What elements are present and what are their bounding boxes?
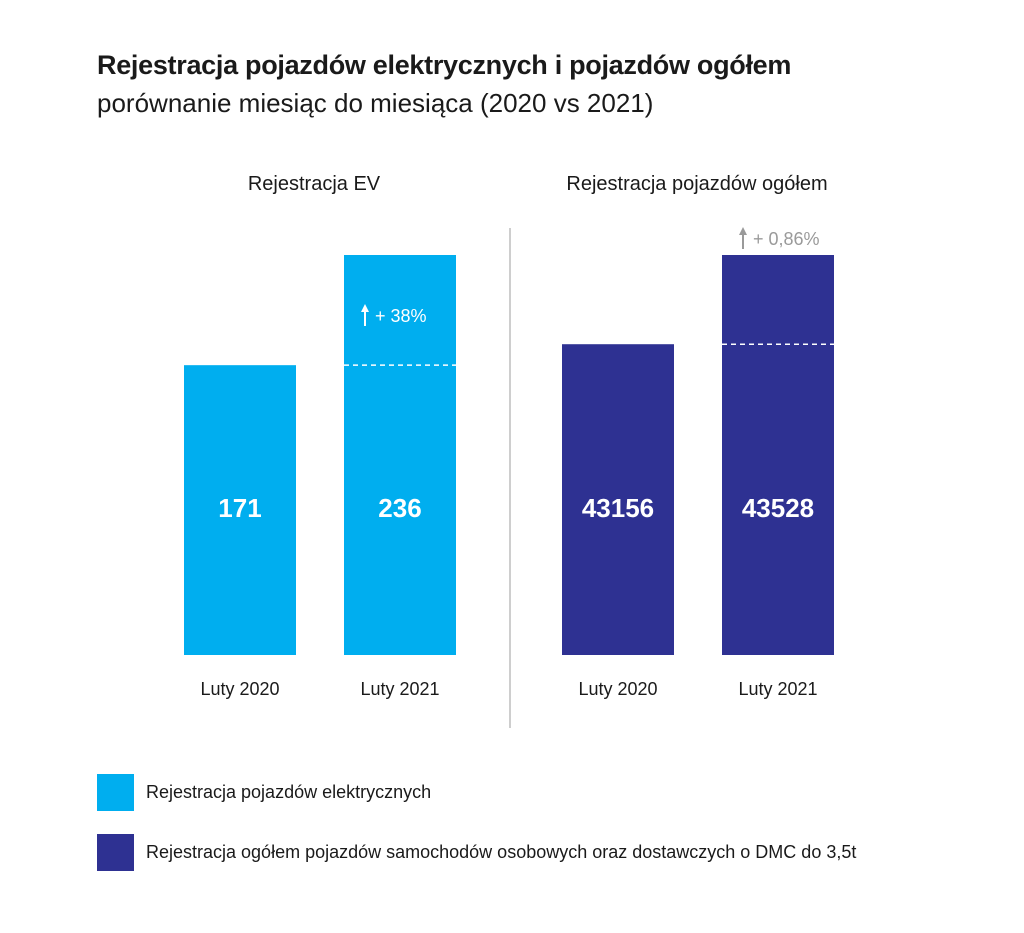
total-panel: Rejestracja pojazdów ogółem 43156 Luty 202… — [562, 173, 834, 699]
ev-panel: Rejestracja EV 171 Luty 2020 236 Luty 2021 + … — [184, 173, 456, 699]
chart-title: Rejestracja pojazdów elektrycznych i poj… — [97, 50, 792, 80]
up-arrow-icon — [739, 227, 747, 249]
bar-value-label-right-2: 43528 — [742, 493, 814, 523]
legend-item-ev: Rejestracja pojazdów elektrycznych — [97, 774, 431, 811]
bar-value-label-left-1: 171 — [218, 493, 261, 523]
legend-item-total: Rejestracja ogółem pojazdów samochodów o… — [97, 834, 856, 871]
legend-label-ev: Rejestracja pojazdów elektrycznych — [146, 782, 432, 802]
category-label-right-1: Luty 2020 — [578, 679, 657, 699]
up-arrow-icon — [361, 304, 369, 326]
bar-right-2 — [722, 255, 834, 655]
bar-right-1 — [562, 344, 674, 655]
bar-value-label-left-2: 236 — [378, 493, 421, 523]
category-label-left-2: Luty 2021 — [360, 679, 439, 699]
bar-left-2 — [344, 255, 456, 655]
legend-swatch-total — [97, 834, 134, 871]
category-label-right-2: Luty 2021 — [738, 679, 817, 699]
legend-swatch-ev — [97, 774, 134, 811]
legend-label-total: Rejestracja ogółem pojazdów samochodów o… — [146, 842, 857, 862]
change-label-right: + 0,86% — [753, 229, 820, 249]
panel-title-right: Rejestracja pojazdów ogółem — [566, 173, 827, 195]
bar-left-1 — [184, 365, 296, 655]
chart-area: Rejestracja EV 171 Luty 2020 236 Luty 2021 + … — [184, 173, 834, 728]
chart-subtitle: porównanie miesiąc do miesiąca (2020 vs … — [97, 88, 654, 118]
category-label-left-1: Luty 2020 — [200, 679, 279, 699]
panel-title-left: Rejestracja EV — [248, 173, 381, 195]
bar-value-label-right-1: 43156 — [582, 493, 654, 523]
change-label-left: + 38% — [375, 306, 427, 326]
